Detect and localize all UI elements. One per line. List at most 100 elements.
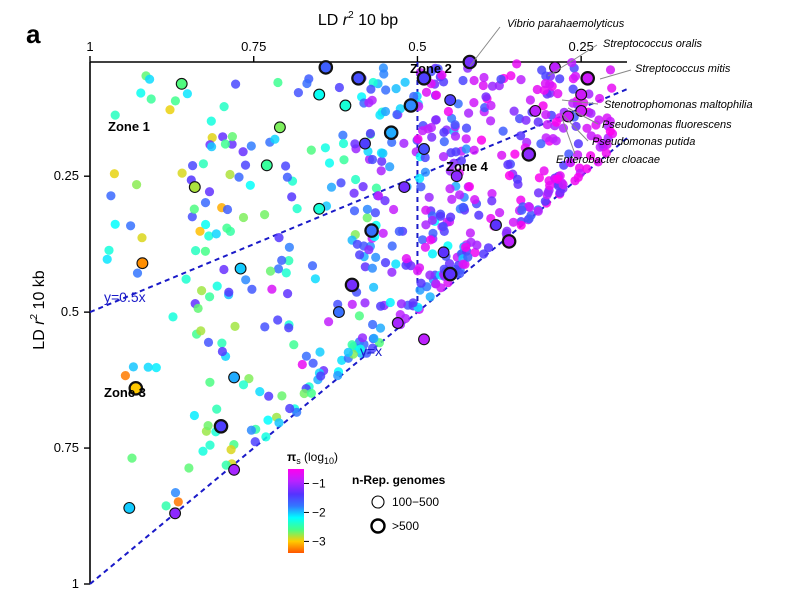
data-point — [486, 100, 496, 111]
data-point — [324, 158, 335, 168]
data-point — [200, 246, 210, 256]
y-tick-label: 0.25 — [54, 168, 79, 183]
highlighted-point — [128, 380, 144, 396]
data-point — [495, 208, 505, 218]
data-point — [416, 278, 426, 288]
data-point — [198, 159, 208, 169]
data-point — [551, 136, 561, 146]
data-point — [474, 210, 484, 220]
data-point — [238, 147, 248, 157]
size-legend-thick-label: >500 — [392, 519, 419, 533]
data-point — [443, 106, 453, 117]
x-tick-label: 0.5 — [408, 39, 426, 54]
data-point — [310, 274, 320, 284]
data-point — [605, 65, 616, 75]
data-point — [541, 110, 551, 120]
size-legend-thick-ring — [370, 518, 386, 534]
data-point — [570, 176, 580, 186]
data-point — [425, 270, 435, 280]
data-point — [435, 211, 446, 221]
data-point — [487, 81, 498, 91]
highlighted-point — [339, 99, 352, 112]
data-point — [151, 363, 161, 373]
data-point — [284, 242, 294, 252]
data-point — [104, 245, 114, 255]
data-point — [369, 333, 379, 343]
highlighted-point — [318, 60, 334, 75]
data-point — [128, 362, 138, 372]
data-point — [360, 262, 370, 272]
highlighted-point — [344, 277, 360, 293]
highlighted-point — [501, 234, 517, 249]
data-point — [219, 102, 229, 112]
data-point — [387, 137, 397, 147]
data-point — [293, 88, 303, 98]
data-point — [246, 141, 256, 151]
data-point — [545, 79, 555, 89]
data-point — [265, 266, 276, 276]
data-point — [387, 241, 397, 251]
data-point — [438, 152, 449, 162]
data-point — [551, 117, 562, 127]
data-point — [450, 131, 461, 141]
data-point — [315, 347, 325, 357]
data-point — [200, 198, 211, 208]
data-point — [458, 259, 468, 269]
data-point — [582, 164, 592, 174]
highlighted-point — [562, 110, 575, 123]
highlighted-point — [273, 121, 286, 134]
species-leader-line — [561, 117, 576, 155]
data-point — [217, 346, 227, 357]
data-point — [538, 101, 548, 111]
data-point — [483, 243, 494, 253]
data-point — [586, 131, 596, 141]
data-point — [283, 289, 293, 299]
data-point — [240, 160, 251, 170]
data-point — [246, 425, 256, 435]
data-point — [320, 143, 330, 153]
data-point — [222, 223, 232, 233]
data-point — [447, 194, 457, 204]
data-point — [222, 204, 233, 215]
data-point — [427, 249, 438, 259]
svg-text:LD r2 10 bp: LD r2 10 bp — [318, 10, 398, 29]
data-point — [306, 145, 316, 155]
data-point — [308, 358, 318, 368]
data-point — [182, 89, 192, 99]
data-point — [370, 208, 380, 218]
panel-label: a — [26, 19, 41, 49]
data-point — [517, 205, 527, 215]
highlighted-point — [391, 317, 404, 329]
data-point — [602, 139, 612, 150]
data-point — [264, 391, 274, 401]
highlighted-point — [383, 125, 399, 140]
data-point — [415, 285, 425, 295]
data-point — [431, 115, 441, 125]
data-point — [399, 138, 409, 148]
size-legend-thin-ring — [371, 495, 385, 509]
species-label: Pseudomonas fluorescens — [602, 119, 732, 131]
data-point — [307, 261, 318, 271]
data-point — [446, 212, 456, 222]
data-point — [476, 135, 487, 145]
highlighted-point — [490, 219, 502, 232]
data-point — [379, 69, 389, 79]
data-point — [196, 326, 206, 336]
highlighted-point — [418, 143, 430, 155]
data-point — [396, 299, 406, 309]
highlighted-point — [188, 181, 201, 194]
color-scale-tick-label: −1 — [312, 476, 326, 490]
data-point — [478, 80, 488, 91]
data-point — [204, 231, 214, 241]
data-point — [146, 94, 156, 104]
data-point — [255, 387, 265, 397]
data-point — [189, 410, 199, 421]
data-point — [355, 344, 365, 354]
data-point — [338, 130, 348, 140]
data-point — [282, 172, 292, 182]
data-point — [187, 212, 197, 222]
data-point — [401, 254, 411, 264]
y-tick-label: 0.5 — [61, 304, 79, 319]
data-point — [347, 340, 357, 350]
data-point — [231, 79, 241, 89]
